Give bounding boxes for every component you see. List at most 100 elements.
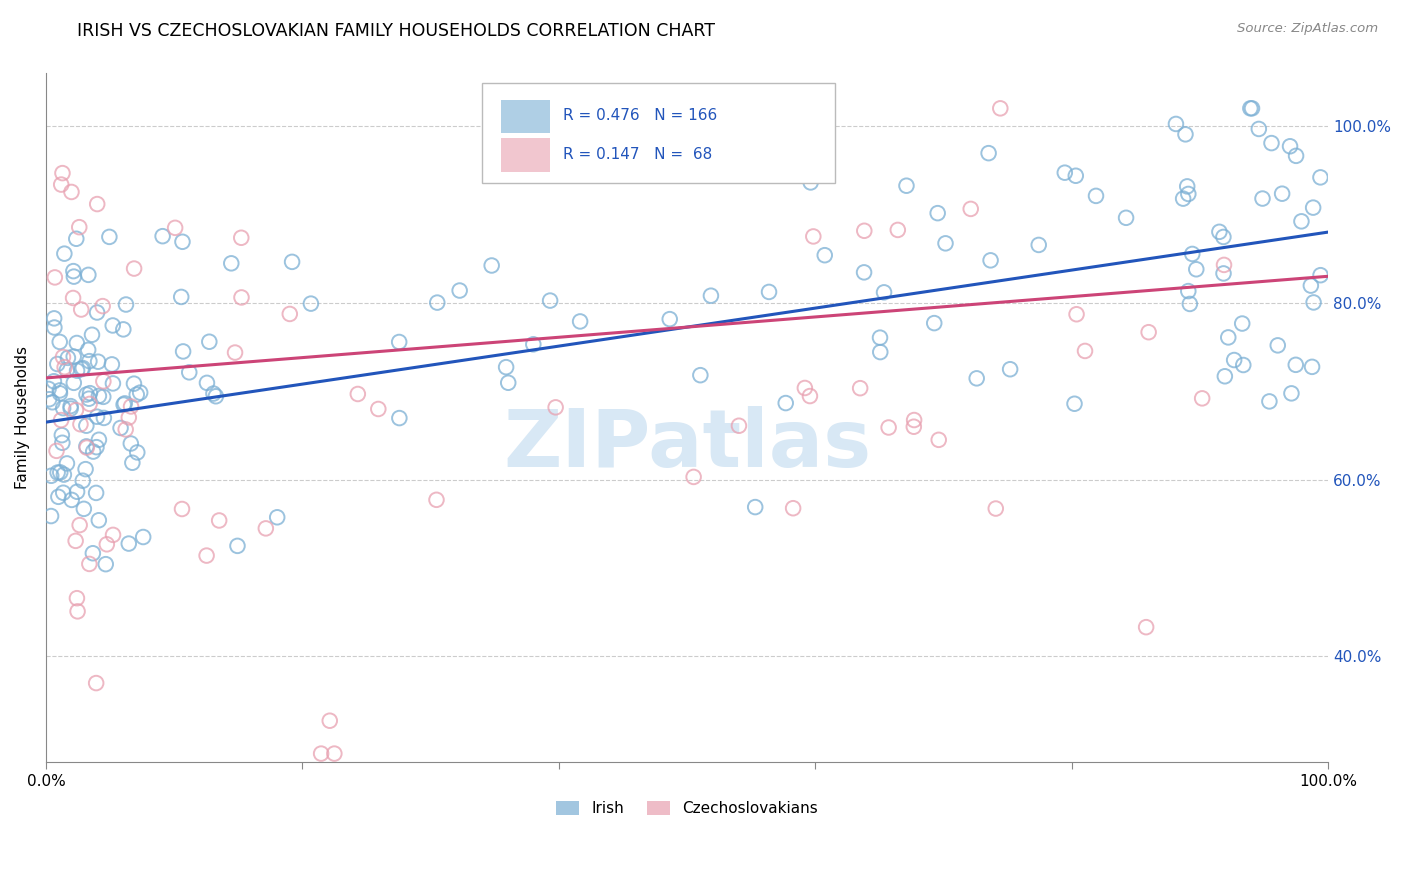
Point	[84, 676, 107, 690]
Legend: Irish, Czechoslovakians: Irish, Czechoslovakians	[548, 793, 825, 823]
Point	[224, 345, 246, 359]
Point	[76, 441, 98, 455]
Point	[70, 362, 93, 376]
Point	[52, 467, 75, 482]
Point	[91, 299, 114, 313]
Point	[700, 289, 723, 303]
Point	[1135, 620, 1157, 634]
Point	[56, 363, 79, 377]
Y-axis label: Family Households: Family Households	[15, 346, 30, 489]
Point	[45, 443, 67, 458]
Point	[73, 501, 96, 516]
Point	[1137, 325, 1160, 339]
Point	[165, 220, 187, 235]
Point	[202, 386, 225, 401]
Point	[205, 389, 228, 403]
Point	[91, 390, 114, 404]
Point	[758, 285, 780, 299]
Point	[66, 364, 89, 378]
Point	[689, 368, 711, 383]
Point	[112, 398, 135, 412]
Point	[39, 468, 62, 483]
Point	[52, 350, 75, 364]
Point	[66, 484, 89, 499]
Point	[1028, 238, 1050, 252]
Point	[66, 336, 89, 351]
Point	[1309, 170, 1331, 185]
Point	[1074, 343, 1097, 358]
Point	[873, 285, 896, 300]
Point	[110, 421, 132, 435]
Point	[93, 411, 115, 425]
Point	[323, 747, 346, 761]
Point	[728, 418, 751, 433]
Point	[231, 290, 253, 304]
Point	[1213, 258, 1236, 272]
Point	[79, 557, 101, 571]
Point	[179, 365, 201, 379]
Point	[66, 604, 89, 618]
Point	[39, 509, 62, 524]
Point	[69, 518, 91, 533]
Point	[927, 206, 949, 220]
Point	[48, 334, 70, 349]
Point	[1281, 386, 1303, 401]
Point	[853, 224, 876, 238]
Point	[42, 374, 65, 388]
Point	[101, 528, 124, 542]
Point	[449, 284, 471, 298]
Point	[82, 444, 104, 458]
Point	[51, 428, 73, 442]
Point	[129, 385, 152, 400]
Point	[1177, 186, 1199, 201]
Point	[1232, 358, 1254, 372]
Point	[84, 486, 107, 500]
Point	[69, 417, 91, 432]
Point	[101, 376, 124, 391]
Point	[63, 269, 86, 284]
Point	[80, 327, 103, 342]
Point	[72, 474, 94, 488]
Point	[53, 360, 76, 375]
Point	[231, 231, 253, 245]
Point	[977, 146, 1000, 161]
Point	[849, 381, 872, 395]
Point	[172, 235, 194, 249]
Point	[896, 178, 918, 193]
Point	[988, 101, 1011, 115]
Point	[869, 345, 891, 359]
Point	[75, 439, 97, 453]
Point	[425, 492, 447, 507]
Point	[388, 334, 411, 349]
Point	[52, 485, 75, 500]
Point	[67, 220, 90, 235]
Point	[93, 374, 115, 388]
Point	[170, 502, 193, 516]
Point	[496, 376, 519, 390]
Point	[79, 397, 101, 411]
Point	[208, 513, 231, 527]
Point	[658, 312, 681, 326]
Point	[388, 411, 411, 425]
Point	[278, 307, 301, 321]
Point	[75, 462, 97, 476]
Point	[38, 382, 60, 396]
Point	[219, 256, 242, 270]
Point	[52, 401, 75, 416]
Point	[44, 270, 66, 285]
Point	[522, 337, 544, 351]
Point	[115, 297, 138, 311]
Point	[62, 350, 84, 364]
Point	[966, 371, 988, 385]
Point	[980, 253, 1002, 268]
Point	[495, 360, 517, 375]
Point	[1240, 101, 1263, 115]
Point	[1309, 268, 1331, 283]
Point	[793, 381, 815, 395]
Point	[87, 433, 110, 447]
Point	[782, 501, 804, 516]
Point	[101, 318, 124, 333]
Point	[1115, 211, 1137, 225]
Point	[86, 305, 108, 319]
Point	[1063, 397, 1085, 411]
